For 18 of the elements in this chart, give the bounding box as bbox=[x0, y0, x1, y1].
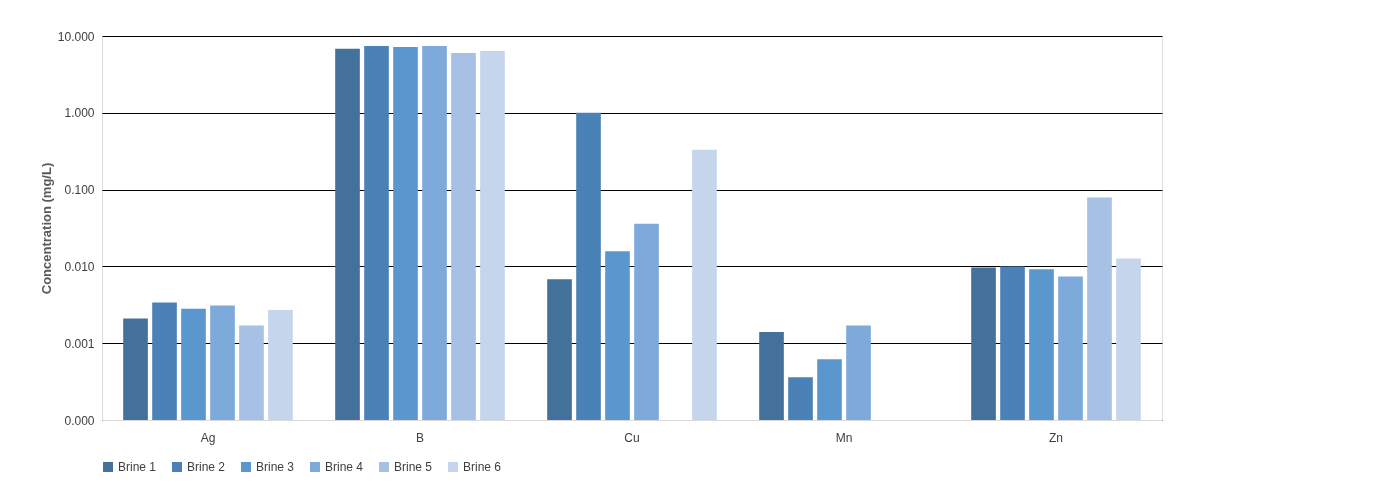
y-axis-title: Concentration (mg/L) bbox=[38, 162, 54, 295]
y-tick-label: 10.000 bbox=[57, 29, 95, 44]
y-tick-label: 0.010 bbox=[64, 259, 95, 274]
y-tick-label: 0.000 bbox=[64, 413, 95, 428]
legend-label: Brine 6 bbox=[463, 460, 502, 474]
x-tick-label: Ag bbox=[200, 430, 216, 445]
x-tick-label: Zn bbox=[1048, 430, 1064, 445]
legend-label: Brine 3 bbox=[256, 460, 295, 474]
y-tick-label: 1.000 bbox=[64, 106, 95, 121]
y-tick-label: 0.100 bbox=[64, 183, 95, 198]
x-tick-label: Mn bbox=[835, 430, 853, 445]
legend-label: Brine 1 bbox=[118, 460, 157, 474]
legend-label: Brine 2 bbox=[187, 460, 226, 474]
y-tick-label: 0.001 bbox=[64, 336, 95, 351]
legend-label: Brine 4 bbox=[325, 460, 364, 474]
legend-label: Brine 5 bbox=[394, 460, 433, 474]
x-tick-label: B bbox=[415, 430, 425, 445]
x-tick-label: Cu bbox=[624, 430, 640, 445]
